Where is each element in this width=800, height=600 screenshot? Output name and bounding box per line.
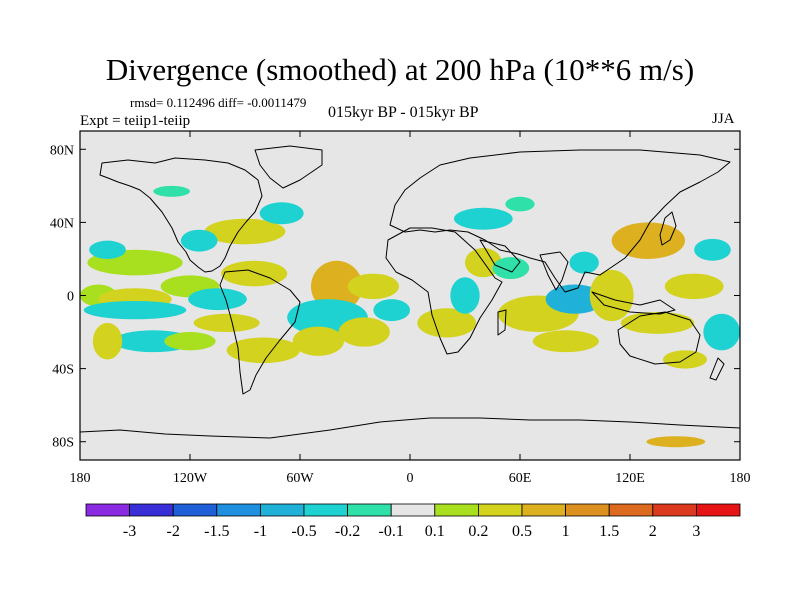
field-patch-37 (569, 251, 599, 274)
x-axis: 180 120W 60W 0 60E 120E 180 (70, 131, 751, 486)
field-patch-9 (188, 288, 247, 311)
coastline-north-america (99, 157, 263, 273)
field-patch-38 (663, 350, 707, 369)
colorbar-label: 1 (562, 523, 570, 540)
coastline-japan (659, 211, 677, 246)
field-patch-10 (221, 260, 288, 287)
colorbar-swatch (172, 503, 218, 517)
figure-title: Divergence (smoothed) at 200 hPa (10**6 … (105, 52, 695, 87)
colorbar-swatch (347, 503, 392, 517)
y-tick-label: 40N (50, 216, 74, 231)
field-patch-21 (338, 317, 390, 347)
coastline-greenland (254, 145, 323, 189)
coastline-africa (385, 227, 503, 355)
colorbar-label: -2 (167, 523, 180, 540)
coastline-india (539, 251, 569, 291)
field-patch-8 (83, 300, 187, 320)
field-patch-20 (292, 326, 345, 356)
y-tick-label: 80S (52, 436, 74, 451)
field-patch-19 (226, 337, 300, 364)
field-patch-13 (259, 202, 304, 225)
colorbar-swatch (303, 503, 348, 517)
colorbar-swatch (696, 503, 741, 517)
colorbar-swatch (477, 503, 523, 517)
field-patch-24 (465, 247, 502, 278)
field-patch-16 (311, 260, 363, 312)
field-patch-4 (89, 240, 126, 259)
coastline-south-america (219, 269, 301, 395)
colorbar-swatch (390, 503, 436, 517)
x-tick-label: 120W (173, 471, 208, 486)
field-patch-14 (153, 185, 191, 197)
colorbar-swatch (652, 503, 697, 517)
colorbar-swatch (259, 503, 305, 517)
y-tick-label: 80N (50, 143, 74, 158)
field-patch-15 (193, 313, 260, 333)
colorbar-label: 1.5 (599, 523, 619, 540)
coastline-new-zealand (709, 357, 725, 381)
x-tick-label: 60W (286, 471, 314, 486)
colorbar-label: -1 (254, 523, 267, 540)
field-patch-31 (611, 222, 685, 259)
field-patch-25 (492, 257, 530, 280)
field-patch-27 (450, 277, 480, 314)
y-tick-label: 40S (52, 363, 74, 378)
colorbar-label: 2 (649, 523, 657, 540)
field-patch-30 (532, 330, 599, 353)
coastline-madagascar (497, 309, 507, 336)
colorbar-swatch (85, 503, 130, 517)
field-patch-12 (180, 229, 218, 252)
coastline-antarctica (80, 417, 740, 439)
colorbar-label: -0.1 (379, 523, 404, 540)
colorbar: -3 -2 -1.5 -1 -0.5 -0.2 -0.1 0.1 0.2 0.5 1 1.5 2 3 (85, 503, 741, 540)
coastline-australia (617, 311, 701, 365)
field-patch-36 (703, 313, 740, 351)
x-tick-label: 0 (407, 471, 414, 486)
field-patch-23 (454, 207, 513, 230)
colorbar-swatch (521, 503, 566, 517)
season-label: JJA (712, 111, 735, 127)
colorbar-label: 3 (692, 523, 700, 540)
colorbar-swatch (565, 503, 610, 517)
x-tick-label: 180 (70, 471, 91, 486)
colorbar-label: -0.5 (291, 523, 316, 540)
field-patch-11 (204, 218, 286, 245)
colorbar-label: -1.5 (204, 523, 229, 540)
colorbar-label: 0.2 (468, 523, 488, 540)
y-axis: 80N 40N 0 40S 80S (50, 143, 740, 451)
x-tick-label: 60E (509, 471, 532, 486)
field-patch-22 (373, 299, 410, 322)
colorbar-label: 0.1 (425, 523, 445, 540)
coastline-eurasia (389, 149, 731, 293)
field-patch-40 (646, 436, 706, 448)
experiment-label: Expt = teiip1-teiip (80, 113, 191, 129)
colorbar-label: -3 (123, 523, 136, 540)
field-patch-6 (164, 332, 216, 351)
y-tick-label: 0 (67, 290, 74, 305)
coastlines (80, 145, 740, 439)
coastline-arabia (479, 239, 521, 273)
field-patch-29 (545, 284, 605, 314)
field-patch-17 (347, 273, 400, 300)
x-tick-label: 120E (615, 471, 645, 486)
field-patch-34 (664, 273, 724, 300)
field-patch-33 (620, 311, 695, 334)
field-patch-7 (92, 322, 123, 360)
field-patch-35 (694, 238, 731, 261)
period-label: 015kyr BP - 015kyr BP (328, 104, 479, 121)
colorbar-swatch (608, 503, 654, 517)
coastline-indonesia (591, 291, 676, 315)
colorbar-swatch (129, 503, 174, 517)
divergence-field (80, 185, 740, 448)
stats-line: rmsd= 0.112496 diff= -0.0011479 (130, 95, 307, 110)
colorbar-label: 0.5 (512, 523, 532, 540)
x-tick-label: 180 (730, 471, 751, 486)
colorbar-label: -0.2 (335, 523, 360, 540)
field-patch-39 (505, 196, 535, 212)
field-patch-32 (589, 269, 634, 322)
colorbar-swatch (434, 503, 479, 517)
colorbar-swatch (216, 503, 261, 517)
